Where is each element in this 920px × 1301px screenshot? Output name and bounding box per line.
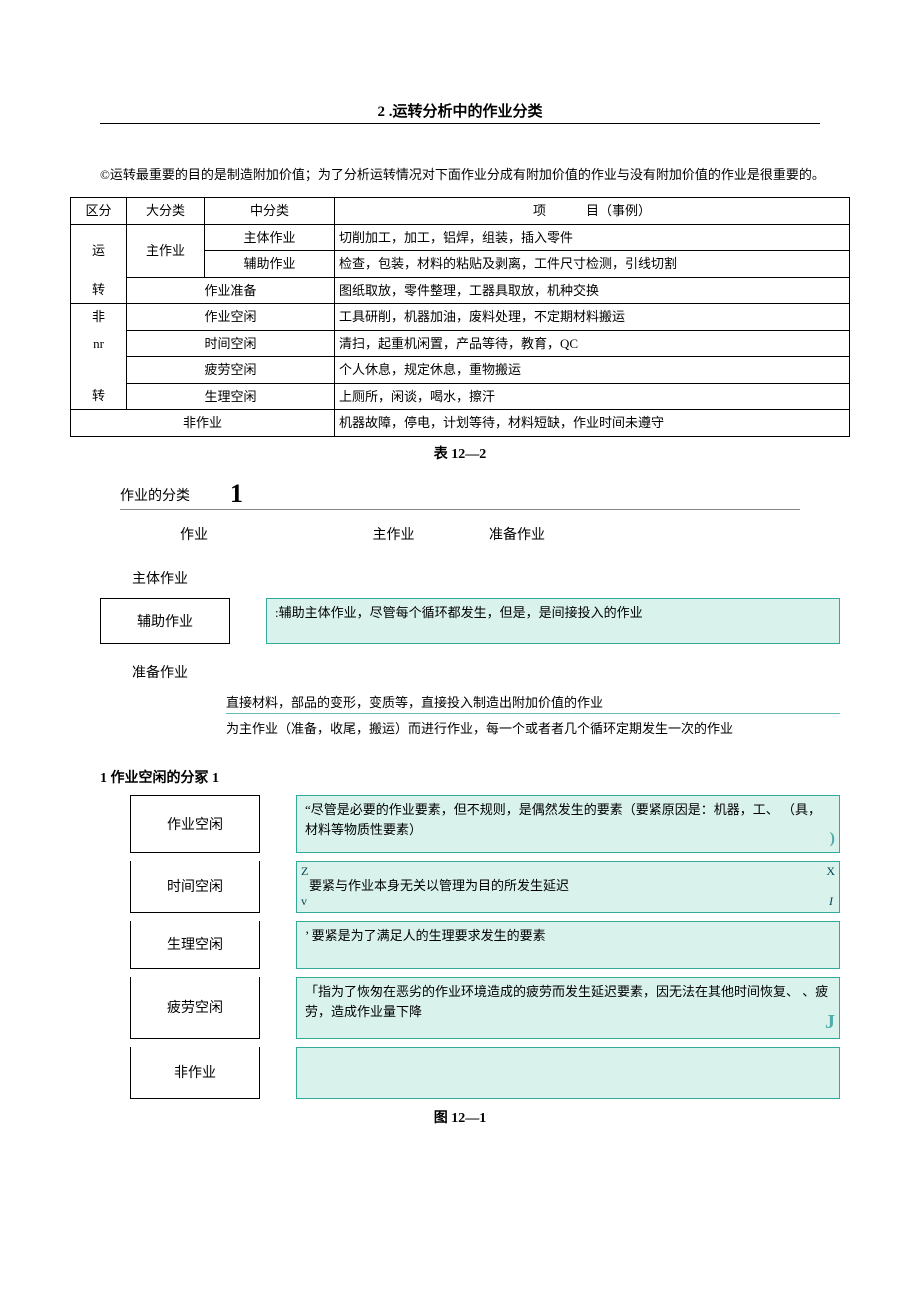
idle-row-1: 时间空闲 Z X 要紧与作业本身无关以管理为目的所发生延迟 v I: [130, 861, 840, 913]
th-qf: 区分: [71, 198, 127, 225]
idle-label-3: 疲劳空闲: [130, 977, 260, 1039]
section1-header: 作业的分类 1: [120, 481, 800, 510]
idle-desc-0: “尽管是必要的作业要素，但不规则，是偶然发生的要素（要紧原因是：机器，工、 （具…: [296, 795, 840, 853]
idle-label-1: 时间空闲: [130, 861, 260, 913]
table-body: 运 主作业 主体作业 切削加工，加工，铝焊，组装，插入零件 辅助作业 检查，包装…: [71, 224, 850, 436]
idle-row-2: 生理空闲 ’ 要紧是为了满足人的生理要求发生的要素: [130, 921, 840, 969]
idle-desc-2: ’ 要紧是为了满足人的生理要求发生的要素: [296, 921, 840, 969]
idle-desc-3: 「指为了恢匆在恶劣的作业环境造成的疲劳而发生延迟要素，因无法在其他时间恢复、 、…: [296, 977, 840, 1039]
idle-row-0: 作业空闲 “尽管是必要的作业要素，但不规则，是偶然发生的要素（要紧原因是：机器，…: [130, 795, 840, 853]
intro-text: ©运转最重要的目的是制造附加价值；为了分析运转情况对下面作业分成有附加价值的作业…: [100, 164, 880, 183]
section2-header: 1 作业空闲的分冢 1: [100, 767, 880, 787]
prep-desc-2: 为主作业（准备，收尾，搬运）而进行作业，每一个或者者几个循环定期发生一次的作业: [226, 718, 840, 739]
table-row: 运 主作业 主体作业 切削加工，加工，铝焊，组装，插入零件: [71, 224, 850, 251]
table-row: 非作业 机器故障，停电，计划等待，材料短缺，作业时间未遵守: [71, 410, 850, 437]
idle-label-4: 非作业: [130, 1047, 260, 1099]
table-caption: 表 12—2: [40, 443, 880, 463]
prep-desc-1: 直接材料，部品的变形，变质等，直接投入制造出附加价值的作业: [226, 692, 840, 714]
idle-desc-1: Z X 要紧与作业本身无关以管理为目的所发生延迟 v I: [296, 861, 840, 913]
idle-label-0: 作业空闲: [130, 795, 260, 853]
label-main-work: 主体作业: [132, 568, 880, 588]
idle-desc-4: [296, 1047, 840, 1099]
figure-caption: 图 12—1: [40, 1107, 880, 1127]
page-title: 2 .运转分析中的作业分类: [100, 100, 820, 123]
table-row: 疲劳空闲 个人休息，规定休息，重物搬运: [71, 357, 850, 384]
aux-work-row: 辅助作业 :辅助主体作业，尽管每个循环都发生，但是，是间接投入的作业: [100, 598, 840, 644]
idle-row-4: 非作业: [130, 1047, 840, 1099]
label-prep-work: 准备作业: [132, 662, 880, 682]
idle-row-3: 疲劳空闲 「指为了恢匆在恶劣的作业环境造成的疲劳而发生延迟要素，因无法在其他时间…: [130, 977, 840, 1039]
th-d: 大分类: [127, 198, 205, 225]
table-row: 非 作业空闲 工具研削，机器加油，废料处理，不定期材料搬运: [71, 304, 850, 331]
idle-stack: 作业空闲 “尽管是必要的作业要素，但不规则，是偶然发生的要素（要紧原因是：机器，…: [130, 795, 840, 1099]
aux-work-label: 辅助作业: [100, 598, 230, 644]
section1-sub: 作业 主作业 准备作业: [180, 524, 880, 544]
table-row: 转 作业准备 图纸取放，零件整理，工器具取放，机种交换: [71, 277, 850, 304]
idle-label-2: 生理空闲: [130, 921, 260, 969]
aux-work-desc: :辅助主体作业，尽管每个循环都发生，但是，是间接投入的作业: [266, 598, 840, 644]
th-z: 中分类: [205, 198, 335, 225]
th-x: 项目（事例）: [335, 198, 850, 225]
table-row: nr 时间空闲 清扫，起重机闲置，产品等待，教育，QC: [71, 330, 850, 357]
classification-table: 区分 大分类 中分类 项目（事例） 运 主作业 主体作业 切削加工，加工，铝焊，…: [70, 197, 850, 437]
table-row: 转 生理空闲 上厕所，闲谈，喝水，擦汗: [71, 383, 850, 410]
title-wrap: 2 .运转分析中的作业分类: [100, 100, 820, 124]
